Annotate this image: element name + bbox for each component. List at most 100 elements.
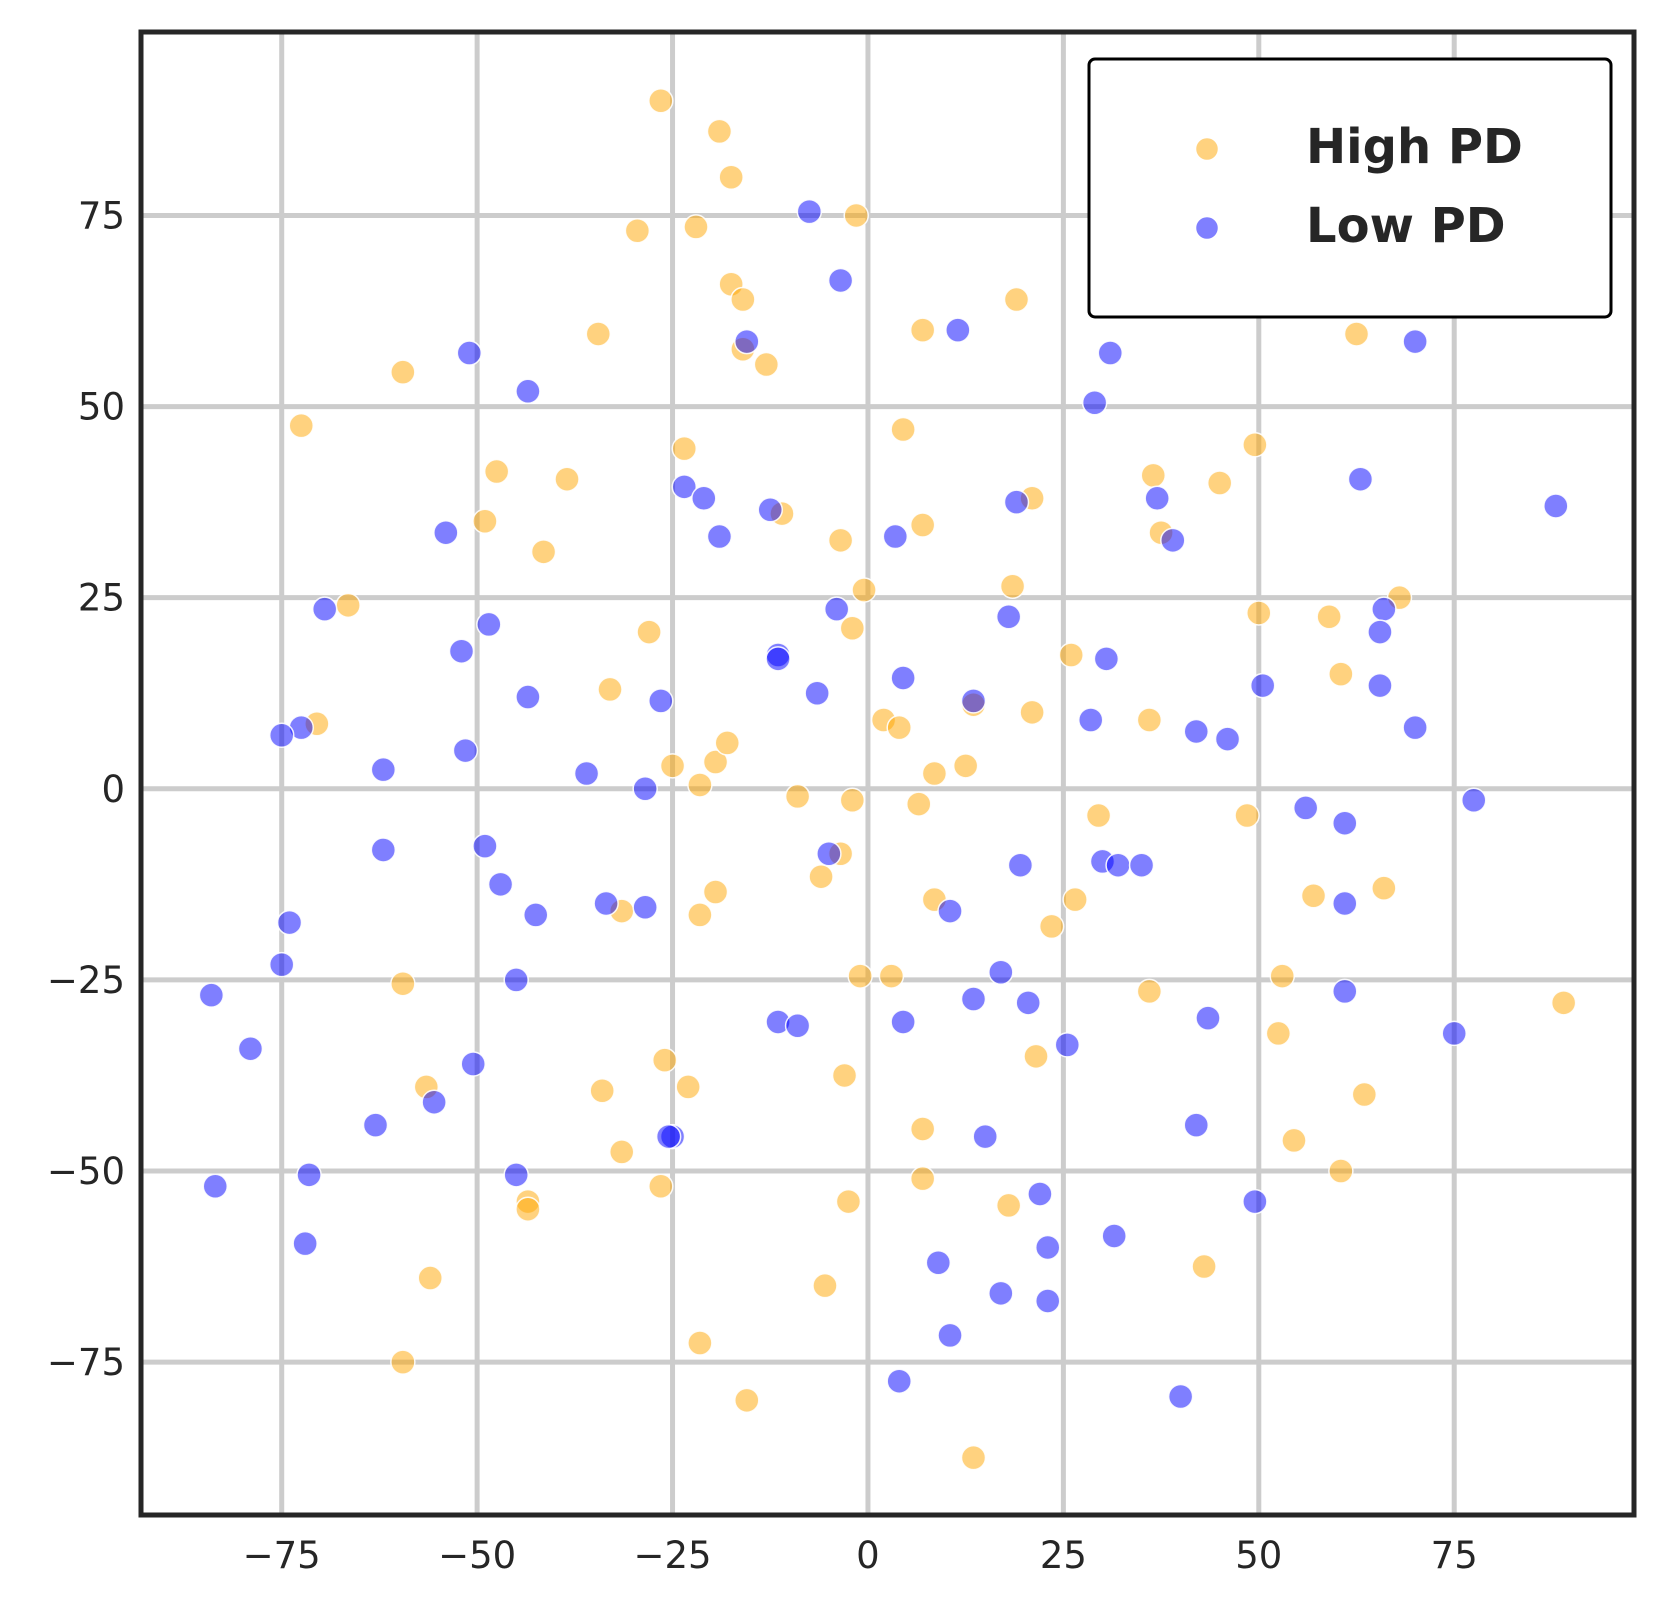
data-point bbox=[921, 760, 948, 787]
data-point bbox=[687, 902, 713, 928]
data-point bbox=[851, 577, 877, 603]
legend-box bbox=[1087, 57, 1613, 319]
y-tick-label: 0 bbox=[101, 768, 125, 811]
data-point bbox=[1034, 1288, 1061, 1314]
data-point bbox=[878, 963, 905, 989]
data-point bbox=[515, 378, 541, 405]
data-point bbox=[335, 592, 361, 619]
data-point bbox=[1167, 1383, 1194, 1410]
data-point bbox=[827, 267, 854, 294]
data-point bbox=[1300, 883, 1327, 909]
data-point bbox=[1136, 707, 1163, 733]
data-point bbox=[835, 1188, 862, 1215]
data-point bbox=[1183, 1112, 1210, 1138]
data-point bbox=[839, 615, 866, 642]
data-point bbox=[1371, 875, 1397, 901]
data-point bbox=[1183, 718, 1210, 745]
data-point bbox=[1461, 787, 1487, 814]
data-point bbox=[1019, 699, 1045, 726]
data-point bbox=[421, 1089, 447, 1115]
data-point bbox=[1195, 1005, 1221, 1031]
data-point bbox=[268, 951, 295, 978]
data-point bbox=[1332, 978, 1358, 1005]
data-point bbox=[1332, 890, 1358, 917]
data-point bbox=[292, 1230, 318, 1257]
data-point bbox=[757, 497, 783, 523]
data-point bbox=[702, 879, 729, 905]
data-point bbox=[1007, 852, 1034, 878]
data-point bbox=[1246, 600, 1272, 626]
data-point bbox=[890, 416, 916, 443]
data-point bbox=[839, 787, 866, 814]
data-point bbox=[390, 1349, 416, 1375]
data-point bbox=[702, 749, 729, 775]
data-point bbox=[847, 963, 873, 989]
plot-frame bbox=[138, 29, 1637, 1518]
data-point bbox=[886, 1368, 912, 1394]
data-point bbox=[1367, 619, 1393, 645]
series-low-pd bbox=[198, 198, 1569, 1410]
data-point bbox=[1093, 646, 1120, 672]
x-tick-label: 0 bbox=[856, 1534, 880, 1577]
data-point bbox=[972, 1123, 998, 1150]
data-point bbox=[288, 412, 314, 439]
data-point bbox=[483, 458, 510, 485]
data-point bbox=[522, 902, 549, 928]
data-point bbox=[448, 638, 475, 664]
data-point bbox=[1003, 286, 1030, 313]
data-point bbox=[624, 218, 651, 244]
data-point bbox=[706, 118, 733, 145]
legend-marker-low-pd bbox=[1194, 215, 1220, 241]
data-point bbox=[937, 1322, 963, 1349]
data-point bbox=[890, 1009, 916, 1035]
data-point bbox=[1292, 795, 1319, 821]
data-point bbox=[843, 202, 869, 229]
x-tick-label: 50 bbox=[1235, 1534, 1282, 1577]
data-point bbox=[671, 474, 698, 500]
data-point bbox=[1054, 1032, 1081, 1058]
data-point bbox=[796, 198, 823, 225]
data-point bbox=[632, 894, 658, 921]
data-point bbox=[734, 328, 760, 355]
data-point bbox=[1128, 852, 1155, 878]
y-tick-label: 75 bbox=[78, 194, 125, 237]
x-tick-label: 25 bbox=[1040, 1534, 1087, 1577]
data-point bbox=[718, 164, 744, 190]
data-point bbox=[390, 970, 416, 997]
data-point bbox=[456, 340, 483, 366]
data-point bbox=[608, 1139, 635, 1165]
data-point bbox=[472, 508, 498, 534]
data-point bbox=[1441, 1020, 1467, 1047]
data-point bbox=[960, 1444, 987, 1471]
data-point bbox=[1249, 672, 1276, 699]
data-point bbox=[1085, 802, 1112, 829]
data-point bbox=[909, 1116, 936, 1142]
data-point bbox=[515, 684, 541, 710]
x-tick-label: −50 bbox=[438, 1534, 516, 1577]
data-point bbox=[417, 1265, 443, 1291]
legend: High PD Low PD bbox=[1087, 57, 1613, 319]
data-point bbox=[1242, 1188, 1268, 1215]
legend-label-low-pd: Low PD bbox=[1306, 198, 1506, 254]
tick-labels: −75 −50 −25 0 25 50 75 −75 −50 −25 0 25 50 75 bbox=[47, 194, 1478, 1577]
data-point bbox=[925, 1249, 952, 1276]
data-point bbox=[362, 1112, 389, 1138]
data-point bbox=[937, 898, 963, 924]
y-tick-label: 50 bbox=[78, 386, 125, 429]
data-point bbox=[909, 512, 936, 538]
data-point bbox=[831, 1062, 858, 1089]
data-point bbox=[882, 523, 909, 550]
data-point bbox=[1351, 1081, 1378, 1108]
data-point bbox=[1105, 852, 1131, 878]
data-point bbox=[909, 1165, 936, 1192]
data-point bbox=[1097, 340, 1124, 366]
data-point bbox=[823, 596, 850, 622]
data-point bbox=[1003, 489, 1030, 515]
data-point bbox=[1214, 726, 1241, 752]
data-point bbox=[1371, 596, 1397, 622]
data-point bbox=[311, 596, 338, 622]
data-point bbox=[995, 1192, 1022, 1219]
data-point bbox=[812, 1272, 838, 1299]
data-point bbox=[585, 321, 612, 347]
data-point bbox=[472, 833, 498, 859]
